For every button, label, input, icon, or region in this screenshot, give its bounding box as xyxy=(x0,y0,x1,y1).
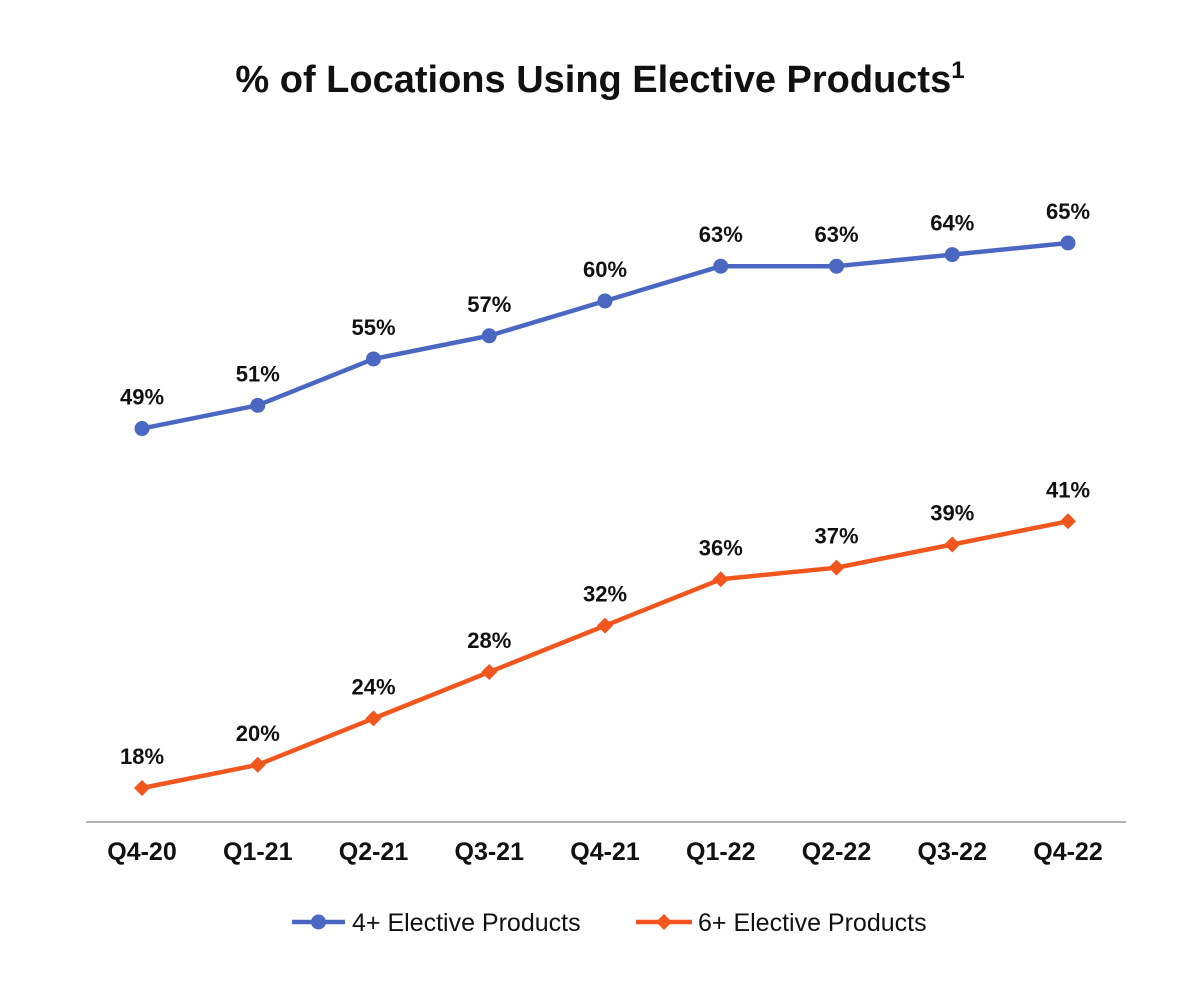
legend-label: 4+ Elective Products xyxy=(352,909,581,937)
data-label: 60% xyxy=(583,257,627,282)
chart-title-superscript: 1 xyxy=(951,57,964,84)
data-label: 63% xyxy=(699,222,743,247)
x-tick-label: Q1-22 xyxy=(686,838,755,866)
x-tick-label: Q4-21 xyxy=(570,838,640,866)
data-label: 64% xyxy=(930,211,974,236)
x-axis-tick-labels: Q4-20 Q1-21 Q2-21 Q3-21 Q4-21 Q1-22 Q2-22 Q3-22… xyxy=(107,838,1102,866)
data-point xyxy=(1060,513,1076,530)
legend-item: 4+ Elective Products xyxy=(292,909,581,937)
data-label: 55% xyxy=(351,315,395,340)
x-tick-label: Q4-22 xyxy=(1033,838,1102,866)
legend-marker xyxy=(656,914,672,930)
data-label: 41% xyxy=(1046,477,1090,502)
data-label: 24% xyxy=(351,674,395,699)
data-label: 49% xyxy=(120,385,164,410)
data-point xyxy=(829,258,844,274)
data-point xyxy=(481,664,498,681)
data-point xyxy=(366,351,381,367)
legend-label: 6+ Elective Products xyxy=(698,909,927,937)
data-point xyxy=(365,710,382,727)
data-point xyxy=(597,293,613,309)
data-label: 63% xyxy=(814,222,858,247)
x-tick-label: Q3-22 xyxy=(918,838,987,866)
data-label: 39% xyxy=(930,500,974,525)
data-label: 57% xyxy=(467,292,511,317)
x-tick-label: Q2-22 xyxy=(802,838,871,866)
data-point xyxy=(250,397,266,413)
series-layer: 49% 51% 55% 57% 60% 63% 63% 64% 65% 18% 20% 24% 28% 3… xyxy=(120,199,1090,796)
legend-item: 6+ Elective Products xyxy=(636,909,927,937)
series-2: 18% 20% 24% 28% 32% 36% 37% 39% 41% xyxy=(120,477,1090,796)
data-point xyxy=(481,328,497,344)
data-point xyxy=(712,571,729,588)
data-label: 20% xyxy=(236,721,280,746)
data-label: 18% xyxy=(120,744,164,769)
x-tick-label: Q4-20 xyxy=(107,838,176,866)
chart-title: % of Locations Using Elective Products1 xyxy=(235,57,964,101)
data-point xyxy=(134,780,150,796)
chart-title-text: % of Locations Using Elective Products xyxy=(235,59,951,101)
x-tick-label: Q3-21 xyxy=(455,838,525,866)
x-tick-label: Q2-21 xyxy=(339,838,409,866)
x-tick-label: Q1-21 xyxy=(223,838,293,866)
legend-marker xyxy=(311,914,326,930)
data-label: 32% xyxy=(583,582,627,607)
data-point xyxy=(597,617,613,634)
series-1: 49% 51% 55% 57% 60% 63% 63% 64% 65% xyxy=(120,199,1090,437)
data-point xyxy=(1060,235,1076,251)
data-point xyxy=(134,421,150,437)
legend: 4+ Elective Products 6+ Elective Products xyxy=(292,909,927,937)
data-label: 28% xyxy=(467,628,511,653)
data-point xyxy=(944,247,960,263)
data-label: 36% xyxy=(699,535,743,560)
data-point xyxy=(828,559,845,576)
data-point xyxy=(249,756,266,773)
series-line xyxy=(139,519,1071,791)
data-point xyxy=(713,258,729,274)
data-label: 37% xyxy=(814,524,858,549)
data-label: 51% xyxy=(236,361,280,386)
data-label: 65% xyxy=(1046,199,1090,224)
data-point xyxy=(944,536,961,553)
